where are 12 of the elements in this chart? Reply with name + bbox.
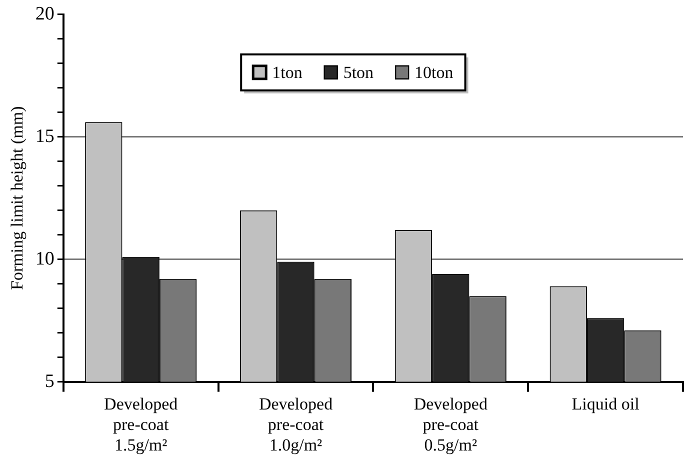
x-tick-label: Developed pre-coat 1.0g/m² — [258, 394, 334, 454]
y-axis-title: Forming limit height (mm) — [8, 106, 27, 290]
legend-label: 5ton — [343, 62, 374, 82]
y-tick-label: 5 — [44, 370, 54, 392]
x-tick-label: Developed pre-coat 1.5g/m² — [104, 394, 178, 454]
legend-label: 10ton — [414, 62, 454, 82]
x-tick-label: Liquid oil — [572, 394, 640, 414]
legend-label: 1ton — [272, 62, 303, 82]
y-tick-label: 15 — [35, 126, 54, 147]
y-tick-label: 10 — [35, 248, 54, 270]
y-tick-label: 20 — [35, 3, 54, 24]
x-tick-label: Developed pre-coat 0.5g/m² — [414, 394, 488, 454]
